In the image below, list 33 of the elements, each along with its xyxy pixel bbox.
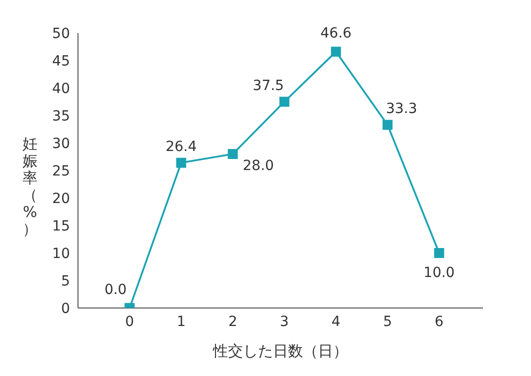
point (279, 96, 290, 107)
x-tick-label: 6 (434, 314, 444, 330)
data-label: 28.0 (242, 158, 274, 174)
data-label: 10.0 (424, 265, 455, 281)
y-tick-label: 20 (52, 190, 70, 207)
y-tick-label: 0 (61, 300, 70, 317)
x-tick-label: 4 (332, 314, 340, 330)
x-tick-label: 3 (280, 314, 289, 330)
y-tick-label: 10 (52, 246, 70, 262)
point (434, 248, 444, 258)
x-tick-label: 5 (383, 314, 392, 330)
y-tick-label: 15 (52, 218, 70, 234)
y-tick-label: 5 (61, 273, 70, 290)
x-tick-label: 0 (125, 314, 134, 330)
y-tick-label: 25 (52, 163, 70, 180)
data-label: 37.5 (252, 78, 284, 94)
x-tick-label: 1 (176, 314, 186, 330)
data-label: 46.6 (320, 26, 352, 42)
point (330, 46, 341, 57)
point (176, 158, 186, 168)
point (382, 120, 393, 130)
y-axis-title: 妊娠率（%） (22, 135, 38, 238)
data-label: 26.4 (166, 138, 197, 155)
y-tick-label: 30 (52, 136, 70, 152)
x-axis-title: 性交した日数（日） (212, 342, 348, 360)
point (228, 149, 238, 159)
data-label: 0.0 (104, 282, 127, 298)
y-tick-label: 40 (52, 80, 70, 97)
y-tick-label: 45 (52, 53, 70, 70)
y-tick-label: 35 (52, 108, 70, 124)
y-tick-label: 50 (52, 26, 70, 42)
x-tick-label: 2 (228, 314, 238, 330)
data-label: 33.3 (386, 100, 418, 117)
